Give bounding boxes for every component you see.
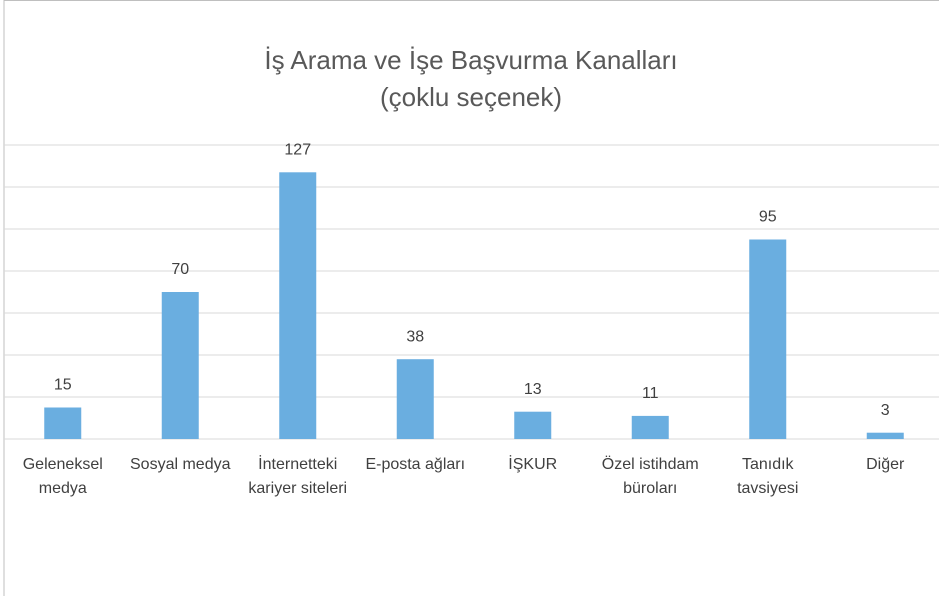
value-label: 3 bbox=[881, 402, 890, 419]
bar bbox=[161, 292, 199, 439]
x-tick-label: Özel istihdam büroları bbox=[601, 456, 699, 497]
bar bbox=[396, 359, 434, 439]
value-label: 11 bbox=[642, 385, 659, 402]
bar bbox=[514, 411, 552, 439]
x-tick-label: Sosyal medya bbox=[130, 456, 231, 473]
bar bbox=[631, 415, 669, 439]
x-tick-label: İŞKUR bbox=[508, 456, 558, 473]
value-label: 13 bbox=[524, 381, 542, 398]
bar bbox=[44, 407, 82, 439]
value-label: 127 bbox=[284, 142, 311, 159]
value-label: 38 bbox=[406, 328, 424, 345]
bar bbox=[279, 172, 317, 440]
x-tick-label: Diğer bbox=[866, 456, 905, 473]
value-label: 70 bbox=[171, 261, 189, 278]
x-tick-label: İnternetteki kariyer siteleri bbox=[248, 456, 348, 497]
chart-subtitle: (çoklu seçenek) bbox=[380, 82, 562, 112]
bar bbox=[866, 432, 904, 439]
chart-title: İş Arama ve İşe Başvurma Kanalları bbox=[264, 45, 677, 75]
bar bbox=[749, 239, 787, 439]
x-tick-label: E-posta ağları bbox=[365, 456, 466, 473]
value-label: 15 bbox=[54, 377, 72, 394]
x-tick-label: Geleneksel medya bbox=[22, 456, 103, 497]
value-label: 95 bbox=[759, 209, 777, 226]
chart-border bbox=[3, 0, 939, 596]
x-tick-label: Tanıdık tavsiyesi bbox=[737, 456, 799, 497]
